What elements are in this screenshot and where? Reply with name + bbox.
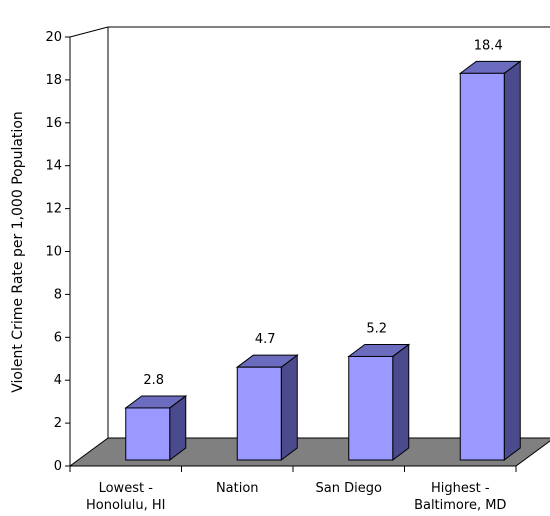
x-category-label-line: Highest - [431,481,490,496]
x-category-label: San Diego [316,481,382,496]
y-tick-label: 8 [54,287,62,302]
bar-value-label: 5.2 [366,321,387,336]
y-tick-label: 6 [54,330,62,345]
bar-front-face [459,72,505,461]
y-tick-label: 16 [45,116,62,131]
x-category-label-line: San Diego [316,481,382,496]
y-tick-label: 12 [45,202,62,217]
chart-frame [69,26,550,438]
y-tick-label: 14 [45,159,62,174]
bar-value-label: 2.8 [143,373,164,388]
x-category-label-line: Nation [216,481,259,496]
bar [347,343,411,461]
bar-side-face [392,343,410,461]
y-tick-label: 10 [45,245,62,260]
x-category-label: Highest - Baltimore, MD [414,481,506,513]
side-wall-top-edge [69,26,109,38]
axis-layer: 0 2 4 6 8 10 12 14 16 18 20 Lowest - Honolulu, HI Nat… [45,30,517,513]
y-tick-label: 2 [54,416,62,431]
y-tick-label: 18 [45,73,62,88]
y-tick-label: 20 [45,30,62,45]
y-tick-label: 4 [54,373,62,388]
bar-front-face [348,355,394,461]
bar [235,354,299,461]
bar [124,394,188,461]
bars-layer: 2.8 4.7 5.2 18.4 [124,38,522,461]
x-category-label: Nation [216,481,259,496]
bar [458,60,522,461]
x-category-label: Lowest - Honolulu, HI [86,481,166,513]
x-category-label-line: Lowest - [99,481,154,496]
bar-value-label: 4.7 [255,332,276,347]
x-category-label-line: Honolulu, HI [86,498,166,513]
bar-side-face [503,60,521,461]
bar-front-face [125,407,171,461]
bar-value-label: 18.4 [474,38,503,53]
x-category-label-line: Baltimore, MD [414,498,506,513]
y-tick-label: 0 [54,459,62,474]
bar-front-face [236,366,282,461]
y-axis-label: Violent Crime Rate per 1,000 Population [10,111,26,393]
bar-side-face [280,354,298,461]
